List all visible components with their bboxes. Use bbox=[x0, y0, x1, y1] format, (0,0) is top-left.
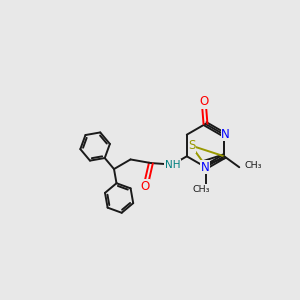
Text: O: O bbox=[140, 180, 149, 193]
Text: CH₃: CH₃ bbox=[192, 185, 210, 194]
Text: S: S bbox=[188, 139, 196, 152]
Text: N: N bbox=[200, 160, 209, 174]
Text: N: N bbox=[221, 128, 230, 141]
Text: NH: NH bbox=[165, 160, 180, 170]
Text: CH₃: CH₃ bbox=[245, 161, 262, 170]
Text: O: O bbox=[200, 95, 208, 108]
